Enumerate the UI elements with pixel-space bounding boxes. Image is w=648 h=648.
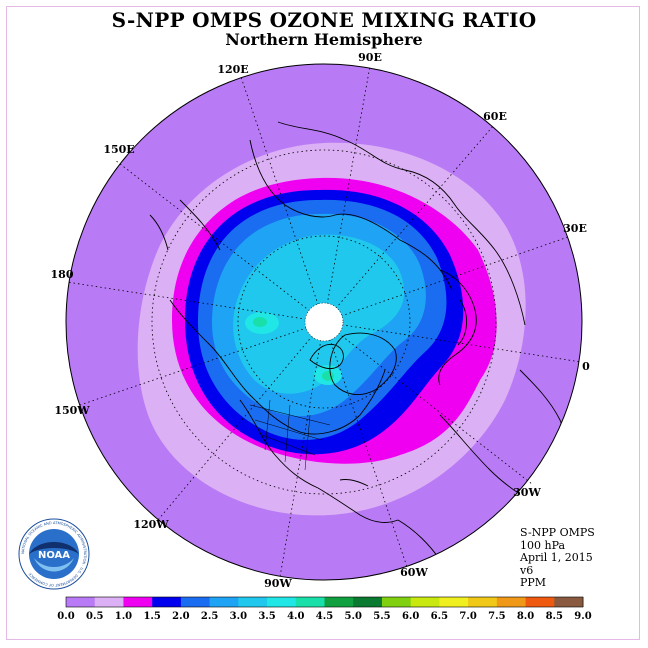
colorbar-tick-label: 8.5 <box>546 611 563 622</box>
info-units: PPM <box>520 576 547 589</box>
colorbar-tick-label: 1.5 <box>143 611 160 622</box>
lon-label-90w: 90W <box>264 577 292 590</box>
colorbar-tick-label: 8.0 <box>517 611 534 622</box>
colorbar-tick-label: 5.0 <box>345 611 362 622</box>
colorbar-swatch <box>324 597 354 607</box>
longitude-labels: 90E 60E 30E 0 30W 60W 90W 120W 150W 180 … <box>51 51 591 590</box>
colorbar-swatch <box>267 597 297 607</box>
map-title: S-NPP OMPS OZONE MIXING RATIO <box>111 8 537 32</box>
colorbar-swatch <box>439 597 469 607</box>
lon-label-30w: 30W <box>513 486 541 499</box>
info-date: April 1, 2015 <box>520 551 593 564</box>
coastlines <box>149 121 576 580</box>
noaa-logo: NATIONAL OCEANIC AND ATMOSPHERIC ADMINIS… <box>18 518 90 590</box>
colorbar-swatch <box>180 597 211 607</box>
colorbar-swatch <box>94 597 124 607</box>
colorbar-tick-label: 5.5 <box>373 611 390 622</box>
lon-label-180: 180 <box>51 268 74 281</box>
colorbar-tick-label: 2.0 <box>172 611 189 622</box>
colorbar-swatch <box>353 597 383 607</box>
colorbar-tick-label: 3.5 <box>258 611 275 622</box>
colorbar-swatch <box>238 597 268 607</box>
lon-label-60w: 60W <box>400 566 428 579</box>
figure-frame <box>6 6 640 640</box>
lon-label-120w: 120W <box>133 518 169 531</box>
info-version: v6 <box>520 563 534 577</box>
colorbar-swatch <box>525 597 555 607</box>
colorbar-swatch <box>410 597 440 607</box>
map-boundary <box>65 63 583 581</box>
colorbar-swatch <box>381 597 412 607</box>
colorbar-tick-label: 4.5 <box>316 611 333 622</box>
pole-gap-outline <box>304 302 344 342</box>
colorbar-tick-label: 9.0 <box>574 611 591 622</box>
colorbar-swatches <box>65 596 584 608</box>
lon-label-120e: 120E <box>217 63 248 76</box>
colorbar-tick-label: 0.5 <box>86 611 103 622</box>
colorbar-tick-label: 3.0 <box>230 611 247 622</box>
colorbar-swatch <box>66 597 96 607</box>
lon-label-150w: 150W <box>54 404 90 417</box>
noaa-logo-text: NOAA <box>38 550 70 561</box>
colorbar-swatch <box>123 597 153 607</box>
colorbar-tick-label: 1.0 <box>115 611 132 622</box>
lon-label-0: 0 <box>582 360 590 373</box>
lon-label-150e: 150E <box>103 143 134 156</box>
lon-label-90e: 90E <box>358 51 382 64</box>
colorbar-tick-label: 6.0 <box>402 611 419 622</box>
colorbar-swatch <box>295 597 325 607</box>
state-borders <box>249 399 331 471</box>
band-4.0-4.5 <box>253 317 267 327</box>
colorbar-swatch <box>554 597 584 607</box>
colorbar-tick-label: 4.0 <box>287 611 304 622</box>
map-subtitle: Northern Hemisphere <box>225 30 423 49</box>
colorbar-swatch <box>209 597 239 607</box>
colorbar-ticks: 0.0 0.5 1.0 1.5 2.0 2.5 3.0 3.5 4.0 4.5 5.0 5.5 6.0 6… <box>57 611 591 622</box>
pole-gap <box>305 303 343 341</box>
info-level: 100 hPa <box>520 538 566 552</box>
colorbar-tick-label: 0.0 <box>57 611 74 622</box>
colorbar-swatch <box>152 597 182 607</box>
colorbar-outline <box>65 596 584 608</box>
colorbar-swatch <box>468 597 498 607</box>
colorbar-swatch <box>496 597 527 607</box>
colorbar-tick-label: 7.5 <box>488 611 505 622</box>
info-block: S-NPP OMPS 100 hPa April 1, 2015 v6 PPM <box>520 526 595 590</box>
info-instrument: S-NPP OMPS <box>520 526 595 539</box>
lon-label-30e: 30E <box>563 222 587 235</box>
colorbar-tick-label: 6.5 <box>431 611 448 622</box>
colorbar-tick-label: 7.0 <box>459 611 476 622</box>
graticule <box>66 65 582 578</box>
colorbar-tick-label: 2.5 <box>201 611 218 622</box>
lon-label-60e: 60E <box>483 110 507 123</box>
